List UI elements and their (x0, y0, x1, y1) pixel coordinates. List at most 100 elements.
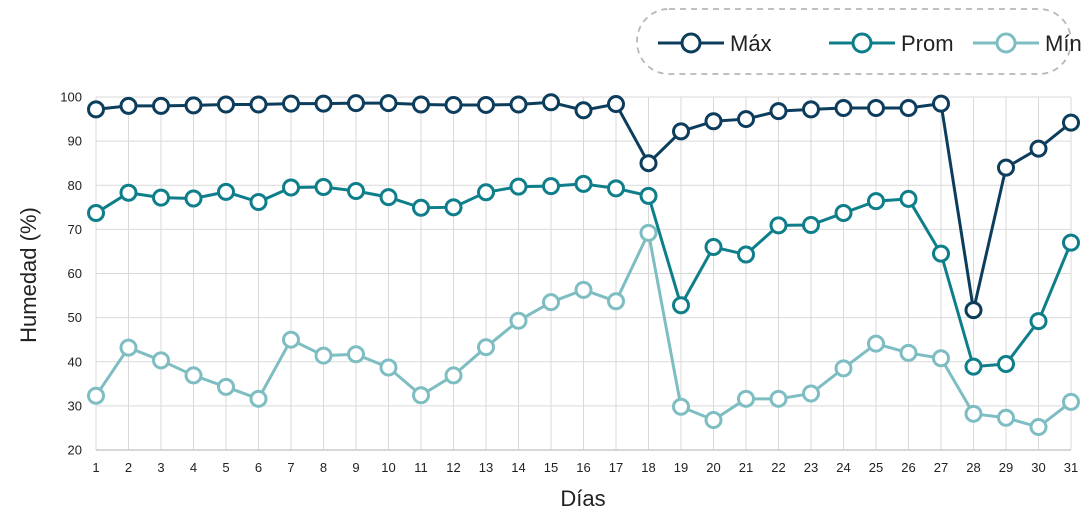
legend-label: Mín (1045, 31, 1082, 56)
data-point (249, 95, 268, 114)
data-point (1062, 113, 1080, 132)
data-point (639, 223, 658, 242)
data-point (607, 95, 625, 114)
data-point (282, 94, 300, 113)
data-point (997, 408, 1015, 427)
data-point (444, 95, 463, 114)
series-Máx (87, 93, 1080, 320)
data-point (639, 186, 658, 205)
data-point (997, 354, 1015, 373)
data-point (639, 154, 658, 173)
y-axis-title: Humedad (%) (16, 207, 41, 343)
data-point (574, 101, 593, 120)
data-point (1029, 418, 1048, 437)
data-point (379, 358, 398, 377)
y-tick-label: 60 (68, 266, 82, 281)
data-point (964, 357, 983, 376)
data-point (867, 334, 885, 353)
data-point (802, 100, 820, 119)
data-point (1062, 392, 1080, 411)
data-point (477, 95, 495, 114)
x-tick-label: 1 (92, 460, 99, 475)
data-point (152, 351, 170, 370)
x-tick-label: 21 (739, 460, 753, 475)
series-Prom (87, 174, 1080, 376)
data-point (509, 177, 528, 196)
data-point (542, 93, 560, 112)
y-tick-label: 100 (60, 90, 82, 105)
data-point (347, 94, 365, 113)
data-point (704, 410, 723, 429)
y-tick-labels: 20 30 40 50 60 70 80 90 100 (60, 90, 82, 458)
data-point (964, 301, 983, 320)
x-tick-label: 28 (966, 460, 980, 475)
x-tick-label: 5 (222, 460, 229, 475)
data-point (899, 99, 918, 118)
data-point (184, 189, 203, 208)
legend-marker (851, 32, 873, 54)
data-point (282, 178, 300, 197)
x-tick-label: 16 (576, 460, 590, 475)
y-tick-label: 70 (68, 222, 82, 237)
data-point (1029, 312, 1048, 331)
y-tick-label: 90 (68, 134, 82, 149)
data-point (249, 193, 268, 212)
data-point (217, 182, 235, 201)
data-point (152, 188, 170, 207)
y-tick-label: 40 (68, 354, 82, 369)
x-tick-label: 13 (479, 460, 493, 475)
x-tick-label: 20 (706, 460, 720, 475)
data-point (834, 99, 853, 118)
data-point (347, 345, 365, 364)
x-tick-label: 10 (381, 460, 395, 475)
x-tick-label: 23 (804, 460, 818, 475)
series-group (87, 93, 1080, 437)
data-point (314, 346, 333, 365)
legend-label: Máx (730, 31, 772, 56)
data-point (834, 359, 853, 378)
x-tick-label: 11 (414, 460, 428, 475)
data-point (704, 112, 723, 131)
y-tick-label: 80 (68, 178, 82, 193)
data-point (769, 216, 788, 235)
x-tick-label: 14 (511, 460, 525, 475)
data-point (737, 110, 755, 129)
data-point (704, 238, 723, 257)
data-point (542, 177, 560, 196)
data-point (509, 311, 528, 330)
x-tick-label: 8 (320, 460, 327, 475)
data-point (737, 245, 755, 264)
data-point (217, 377, 235, 396)
data-point (412, 198, 430, 217)
data-point (899, 189, 918, 208)
data-point (152, 96, 170, 115)
x-tick-label: 25 (869, 460, 883, 475)
y-tick-label: 50 (68, 310, 82, 325)
data-point (509, 95, 528, 114)
series-Mín (87, 223, 1080, 437)
data-point (249, 389, 268, 408)
data-point (444, 366, 463, 385)
data-point (672, 296, 690, 315)
data-point (802, 215, 820, 234)
x-tick-label: 4 (190, 460, 197, 475)
x-tick-label: 15 (544, 460, 558, 475)
data-point (997, 158, 1015, 177)
x-tick-label: 12 (446, 460, 460, 475)
data-point (769, 389, 788, 408)
x-tick-label: 17 (609, 460, 623, 475)
x-axis-title: Días (560, 486, 605, 511)
data-point (119, 96, 138, 115)
data-point (87, 100, 105, 119)
y-tick-label: 30 (68, 398, 82, 413)
x-tick-label: 22 (771, 460, 785, 475)
data-point (932, 244, 950, 263)
data-point (379, 94, 398, 113)
x-tick-label: 19 (674, 460, 688, 475)
legend-label: Prom (901, 31, 954, 56)
data-point (87, 204, 105, 223)
data-point (867, 99, 885, 118)
data-point (1062, 233, 1080, 252)
x-tick-label: 6 (255, 460, 262, 475)
